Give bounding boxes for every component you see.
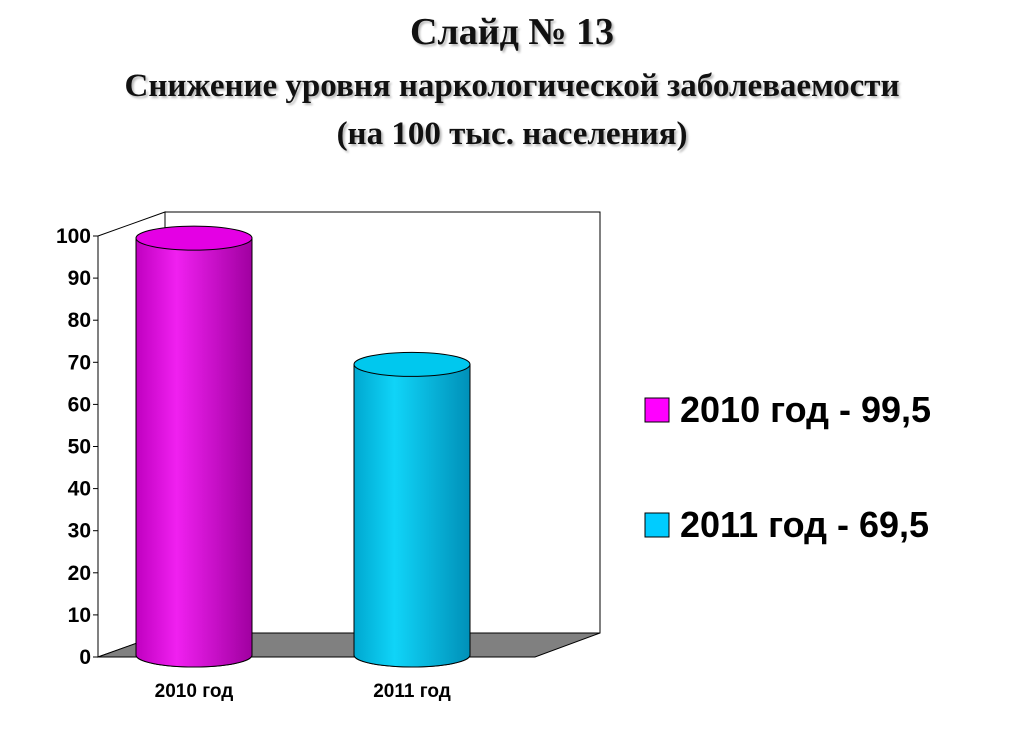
y-tick-label: 20	[68, 562, 91, 585]
bar-body	[135, 237, 253, 668]
legend-swatch	[644, 512, 670, 538]
y-tick-label: 50	[68, 436, 91, 459]
y-tick-label: 40	[68, 478, 91, 501]
bar-top	[353, 351, 471, 377]
legend: 2010 год - 99,5 2011 год - 69,5	[644, 389, 931, 545]
y-tick-label: 80	[68, 309, 91, 332]
y-axis: 0 10 20 30 40 50 60 70 80 90 100	[56, 225, 98, 669]
slide-title: Слайд № 13	[409, 11, 615, 53]
y-tick-label: 10	[68, 604, 91, 627]
bar-1	[135, 225, 253, 668]
category-label: 2010 год	[155, 681, 234, 702]
legend-swatch	[644, 397, 670, 423]
category-label: 2011 год	[373, 681, 451, 702]
bar-2	[353, 351, 471, 668]
y-tick-label: 100	[56, 225, 91, 248]
y-tick-label: 60	[68, 393, 91, 416]
chart-title: Снижение уровня наркологической заболева…	[0, 62, 1024, 158]
bar-top	[135, 225, 253, 251]
chart-title-line-1: Снижение уровня наркологической заболева…	[124, 68, 900, 104]
category-axis: 2010 год 2011 год	[155, 681, 451, 702]
chart-title-line-2: (на 100 тыс. населения)	[336, 116, 688, 152]
y-tick-label: 30	[68, 520, 91, 543]
legend-label: 2010 год - 99,5	[680, 389, 931, 430]
y-tick-label: 90	[68, 267, 91, 290]
bars	[135, 225, 471, 668]
y-tick-label: 0	[79, 646, 91, 669]
legend-label: 2011 год - 69,5	[680, 504, 929, 545]
y-tick-label: 70	[68, 351, 91, 374]
bar-body	[353, 363, 471, 668]
